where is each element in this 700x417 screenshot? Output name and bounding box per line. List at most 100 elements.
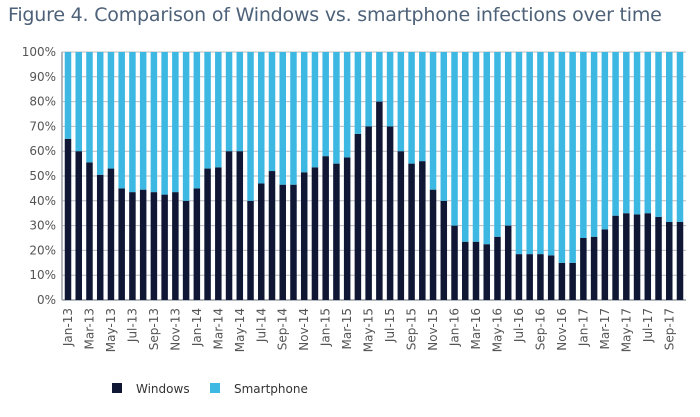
bar-windows-apr-16 [483,244,490,300]
legend-swatch-windows [112,383,122,393]
bar-windows-mar-14 [215,167,222,300]
bar-windows-apr-13 [96,174,104,300]
bar-windows-aug-14 [268,171,276,300]
x-tick-label: May-14 [233,308,247,352]
bar-smartphone-may-17 [623,52,630,214]
bar-smartphone-feb-13 [75,52,82,152]
bar-smartphone-mar-17 [601,52,609,230]
x-tick-label: Sep-14 [276,308,290,350]
bar-smartphone-jan-14 [193,52,201,189]
bar-smartphone-jun-13 [118,52,125,189]
bar-windows-feb-15 [333,163,340,300]
bar-windows-jul-15 [386,126,394,301]
bar-smartphone-aug-15 [397,52,405,152]
bar-smartphone-dec-14 [311,52,319,168]
x-tick-label: Nov-14 [297,308,311,351]
bar-windows-dec-14 [311,167,319,300]
bar-smartphone-feb-16 [462,52,469,242]
bar-windows-jun-16 [504,225,512,300]
bar-windows-may-13 [107,168,115,300]
bar-smartphone-mar-16 [472,52,480,242]
bar-windows-sep-16 [537,254,544,300]
bar-windows-jan-14 [193,188,201,300]
x-tick-label: Jan-17 [576,308,590,347]
bar-smartphone-nov-14 [300,52,308,173]
bar-windows-feb-17 [590,236,598,300]
legend-swatch-smartphone [210,383,220,393]
y-tick-label: 90% [29,70,56,84]
bar-windows-jul-14 [258,183,265,300]
bar-windows-jul-17 [644,213,652,300]
bar-smartphone-apr-13 [96,52,104,175]
bar-smartphone-jun-16 [504,52,512,226]
bar-windows-mar-16 [472,241,480,300]
x-tick-label: Jul-17 [641,308,655,343]
x-tick-label: Nov-15 [426,308,440,351]
bar-smartphone-jan-15 [322,52,329,157]
y-tick-label: 0% [37,293,56,307]
x-tick-label: Mar-14 [211,308,225,349]
bar-smartphone-sep-17 [666,52,673,222]
bar-smartphone-may-15 [365,52,372,127]
x-tick-label: Jul-14 [254,308,268,343]
y-tick-label: 30% [29,219,56,233]
bar-windows-feb-14 [204,168,211,300]
bar-windows-aug-13 [139,189,147,300]
x-tick-label: May-16 [490,308,504,352]
bar-smartphone-aug-16 [526,52,533,255]
x-tick-label: May-17 [619,308,633,352]
bar-smartphone-apr-14 [225,52,233,152]
y-tick-label: 10% [29,268,56,282]
bar-smartphone-nov-15 [429,52,437,190]
bar-smartphone-jul-15 [386,52,394,127]
bar-smartphone-jun-17 [633,52,641,215]
bar-windows-jun-17 [633,214,641,300]
bar-smartphone-oct-15 [419,52,426,162]
legend-label-windows: Windows [136,382,190,396]
bar-smartphone-feb-14 [204,52,211,169]
bar-windows-apr-15 [354,133,362,300]
x-tick-label: Sep-13 [147,308,161,350]
x-tick-label: Mar-17 [598,308,612,349]
bar-smartphone-jul-16 [515,52,523,255]
bar-windows-jun-15 [376,101,383,300]
bar-windows-sep-17 [666,221,673,300]
y-tick-label: 100% [22,45,56,59]
bar-windows-aug-15 [397,151,405,300]
x-tick-label: Mar-15 [340,308,354,349]
bar-smartphone-feb-17 [590,52,598,237]
x-tick-label: May-15 [362,308,376,352]
bar-smartphone-may-14 [236,52,244,152]
bar-smartphone-sep-13 [150,52,158,193]
bar-windows-dec-15 [440,200,448,300]
bar-windows-jan-13 [64,138,72,300]
bar-windows-jan-17 [580,238,587,300]
x-tick-label: Jan-16 [448,308,462,347]
y-tick-label: 40% [29,194,56,208]
bar-windows-apr-14 [225,151,233,300]
bar-windows-nov-15 [429,189,437,300]
bar-smartphone-jan-13 [64,52,72,139]
bar-windows-nov-14 [300,172,308,300]
bar-windows-sep-14 [279,184,286,300]
bar-smartphone-dec-13 [182,52,190,201]
bar-windows-dec-13 [182,200,190,300]
bar-smartphone-dec-16 [569,52,576,263]
x-tick-label: May-13 [104,308,118,352]
bar-windows-may-15 [365,126,372,301]
bar-smartphone-feb-15 [333,52,340,164]
bar-smartphone-jan-16 [451,52,458,226]
bar-smartphone-jun-15 [376,52,383,102]
bar-smartphone-apr-15 [354,52,362,134]
x-tick-label: Nov-16 [555,308,569,351]
bar-smartphone-jul-14 [258,52,265,184]
bar-windows-mar-13 [86,162,93,300]
bar-smartphone-sep-16 [537,52,544,255]
bar-windows-jun-13 [118,188,125,300]
bar-windows-feb-13 [75,151,82,300]
y-tick-label: 50% [29,169,56,183]
chart-title: Figure 4. Comparison of Windows vs. smar… [8,4,662,26]
bar-smartphone-oct-13 [161,52,168,195]
bar-windows-jul-13 [129,192,136,300]
bar-smartphone-mar-13 [86,52,93,163]
